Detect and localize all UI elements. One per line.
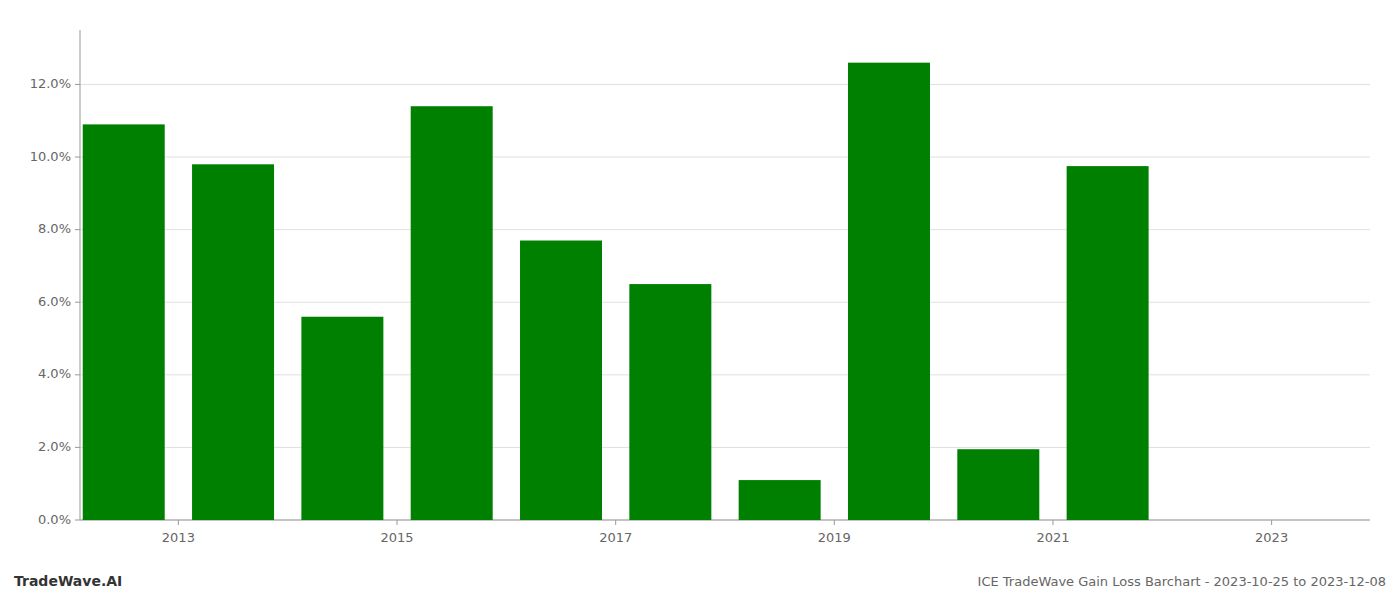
y-tick-label: 2.0% (38, 439, 71, 454)
y-tick (75, 447, 80, 448)
x-tick (397, 520, 398, 525)
x-tick-label: 2017 (599, 530, 632, 545)
bar (192, 164, 274, 520)
x-tick-label: 2019 (818, 530, 851, 545)
grid (80, 84, 1370, 520)
footer-right: ICE TradeWave Gain Loss Barchart - 2023-… (978, 574, 1386, 589)
y-tick (75, 84, 80, 85)
x-tick-label: 2023 (1255, 530, 1288, 545)
x-tick-label: 2021 (1036, 530, 1069, 545)
y-tick (75, 302, 80, 303)
grid-line (80, 84, 1370, 85)
x-tick-label: 2013 (162, 530, 195, 545)
bar (848, 63, 930, 520)
bars (83, 63, 1149, 520)
bar (83, 124, 165, 520)
y-tick-label: 0.0% (38, 512, 71, 527)
y-tick-label: 12.0% (30, 76, 71, 91)
y-axis-line (80, 30, 81, 520)
x-tick-label: 2015 (380, 530, 413, 545)
y-tick-label: 10.0% (30, 149, 71, 164)
footer-left: TradeWave.AI (14, 573, 122, 589)
y-tick (75, 520, 80, 521)
bar (629, 284, 711, 520)
bar (739, 480, 821, 520)
y-tick (75, 229, 80, 230)
y-tick (75, 374, 80, 375)
x-tick (1271, 520, 1272, 525)
bar (520, 241, 602, 520)
bar (301, 317, 383, 520)
x-tick (615, 520, 616, 525)
y-tick (75, 157, 80, 158)
y-tick-label: 6.0% (38, 294, 71, 309)
y-tick-label: 4.0% (38, 366, 71, 381)
y-tick-label: 8.0% (38, 221, 71, 236)
x-tick (178, 520, 179, 525)
chart: 0.0% 2.0% 4.0% 6.0% 8.0% 10.0% 12.0% 2013 2015 20… (0, 0, 1400, 600)
bar (411, 106, 493, 520)
bar (957, 449, 1039, 520)
axes: 0.0% 2.0% 4.0% 6.0% 8.0% 10.0% 12.0% 2013 2015 20… (30, 30, 1370, 545)
bar (1067, 166, 1149, 520)
x-tick (834, 520, 835, 525)
grid-line (80, 157, 1370, 158)
x-tick (1052, 520, 1053, 525)
